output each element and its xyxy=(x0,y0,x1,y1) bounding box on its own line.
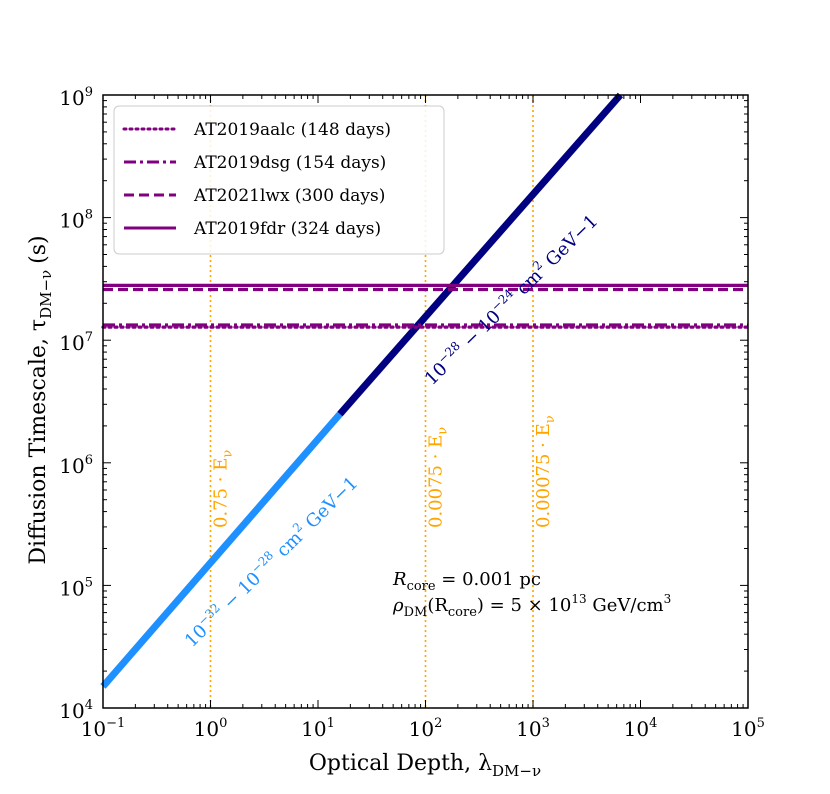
y-tick-label-0: 104 xyxy=(59,698,93,723)
x-tick-label-3: 102 xyxy=(409,716,443,741)
series-line-1 xyxy=(337,92,624,417)
y-tick-label-1: 105 xyxy=(59,575,93,600)
vline-label-1: 0.0075 · Eν xyxy=(426,427,451,528)
y-tick-label-4: 108 xyxy=(59,208,93,233)
annotation-density: ρDM(Rcore) = 5 × 1013 GeV/cm3 xyxy=(392,592,671,620)
event-lines xyxy=(101,283,750,329)
vertical-reference-lines xyxy=(209,95,534,708)
legend-items: AT2019aalc (148 days) AT2019dsg (154 days… xyxy=(122,120,391,239)
y-axis-label: Diffusion Timescale, τDM−ν(s) xyxy=(26,235,55,564)
y-tick-label-5: 109 xyxy=(59,85,93,110)
x-tick-label-5: 104 xyxy=(624,716,658,741)
legend-box xyxy=(113,105,445,255)
x-tick-label-1: 100 xyxy=(194,716,228,741)
y-tick-label-2: 106 xyxy=(59,453,93,478)
x-axis-label: Optical Depth, λDM−ν xyxy=(309,751,541,780)
x-tick-label-6: 105 xyxy=(731,716,765,741)
legend-label-2: AT2021lwx (300 days) xyxy=(193,186,385,206)
vertical-line-labels: 0.75 · Eν 0.0075 · Eν 0.00075 · Eν xyxy=(211,415,559,528)
y-tick-label-3: 107 xyxy=(59,330,93,355)
vline-label-2: 0.00075 · Eν xyxy=(533,415,558,528)
vline-label-0: 0.75 · Eν xyxy=(211,450,236,528)
legend-label-0: AT2019aalc (148 days) xyxy=(193,120,391,140)
x-tick-labels: 10−1 100 101 102 103 104 105 xyxy=(81,716,765,741)
tick-marks xyxy=(102,94,749,709)
annotation-rcore: Rcore = 0.001 pc xyxy=(392,569,541,594)
series-line-0 xyxy=(100,411,343,689)
legend-label-3: AT2019fdr (324 days) xyxy=(193,219,381,239)
legend: AT2019aalc (148 days) AT2019dsg (154 days… xyxy=(113,105,445,255)
legend-label-1: AT2019dsg (154 days) xyxy=(193,153,386,173)
y-tick-labels: 104 105 106 107 108 109 xyxy=(59,85,93,723)
x-tick-label-2: 101 xyxy=(301,716,335,741)
x-tick-label-0: 10−1 xyxy=(81,716,126,741)
x-tick-label-4: 103 xyxy=(516,716,550,741)
series-group xyxy=(100,92,624,689)
